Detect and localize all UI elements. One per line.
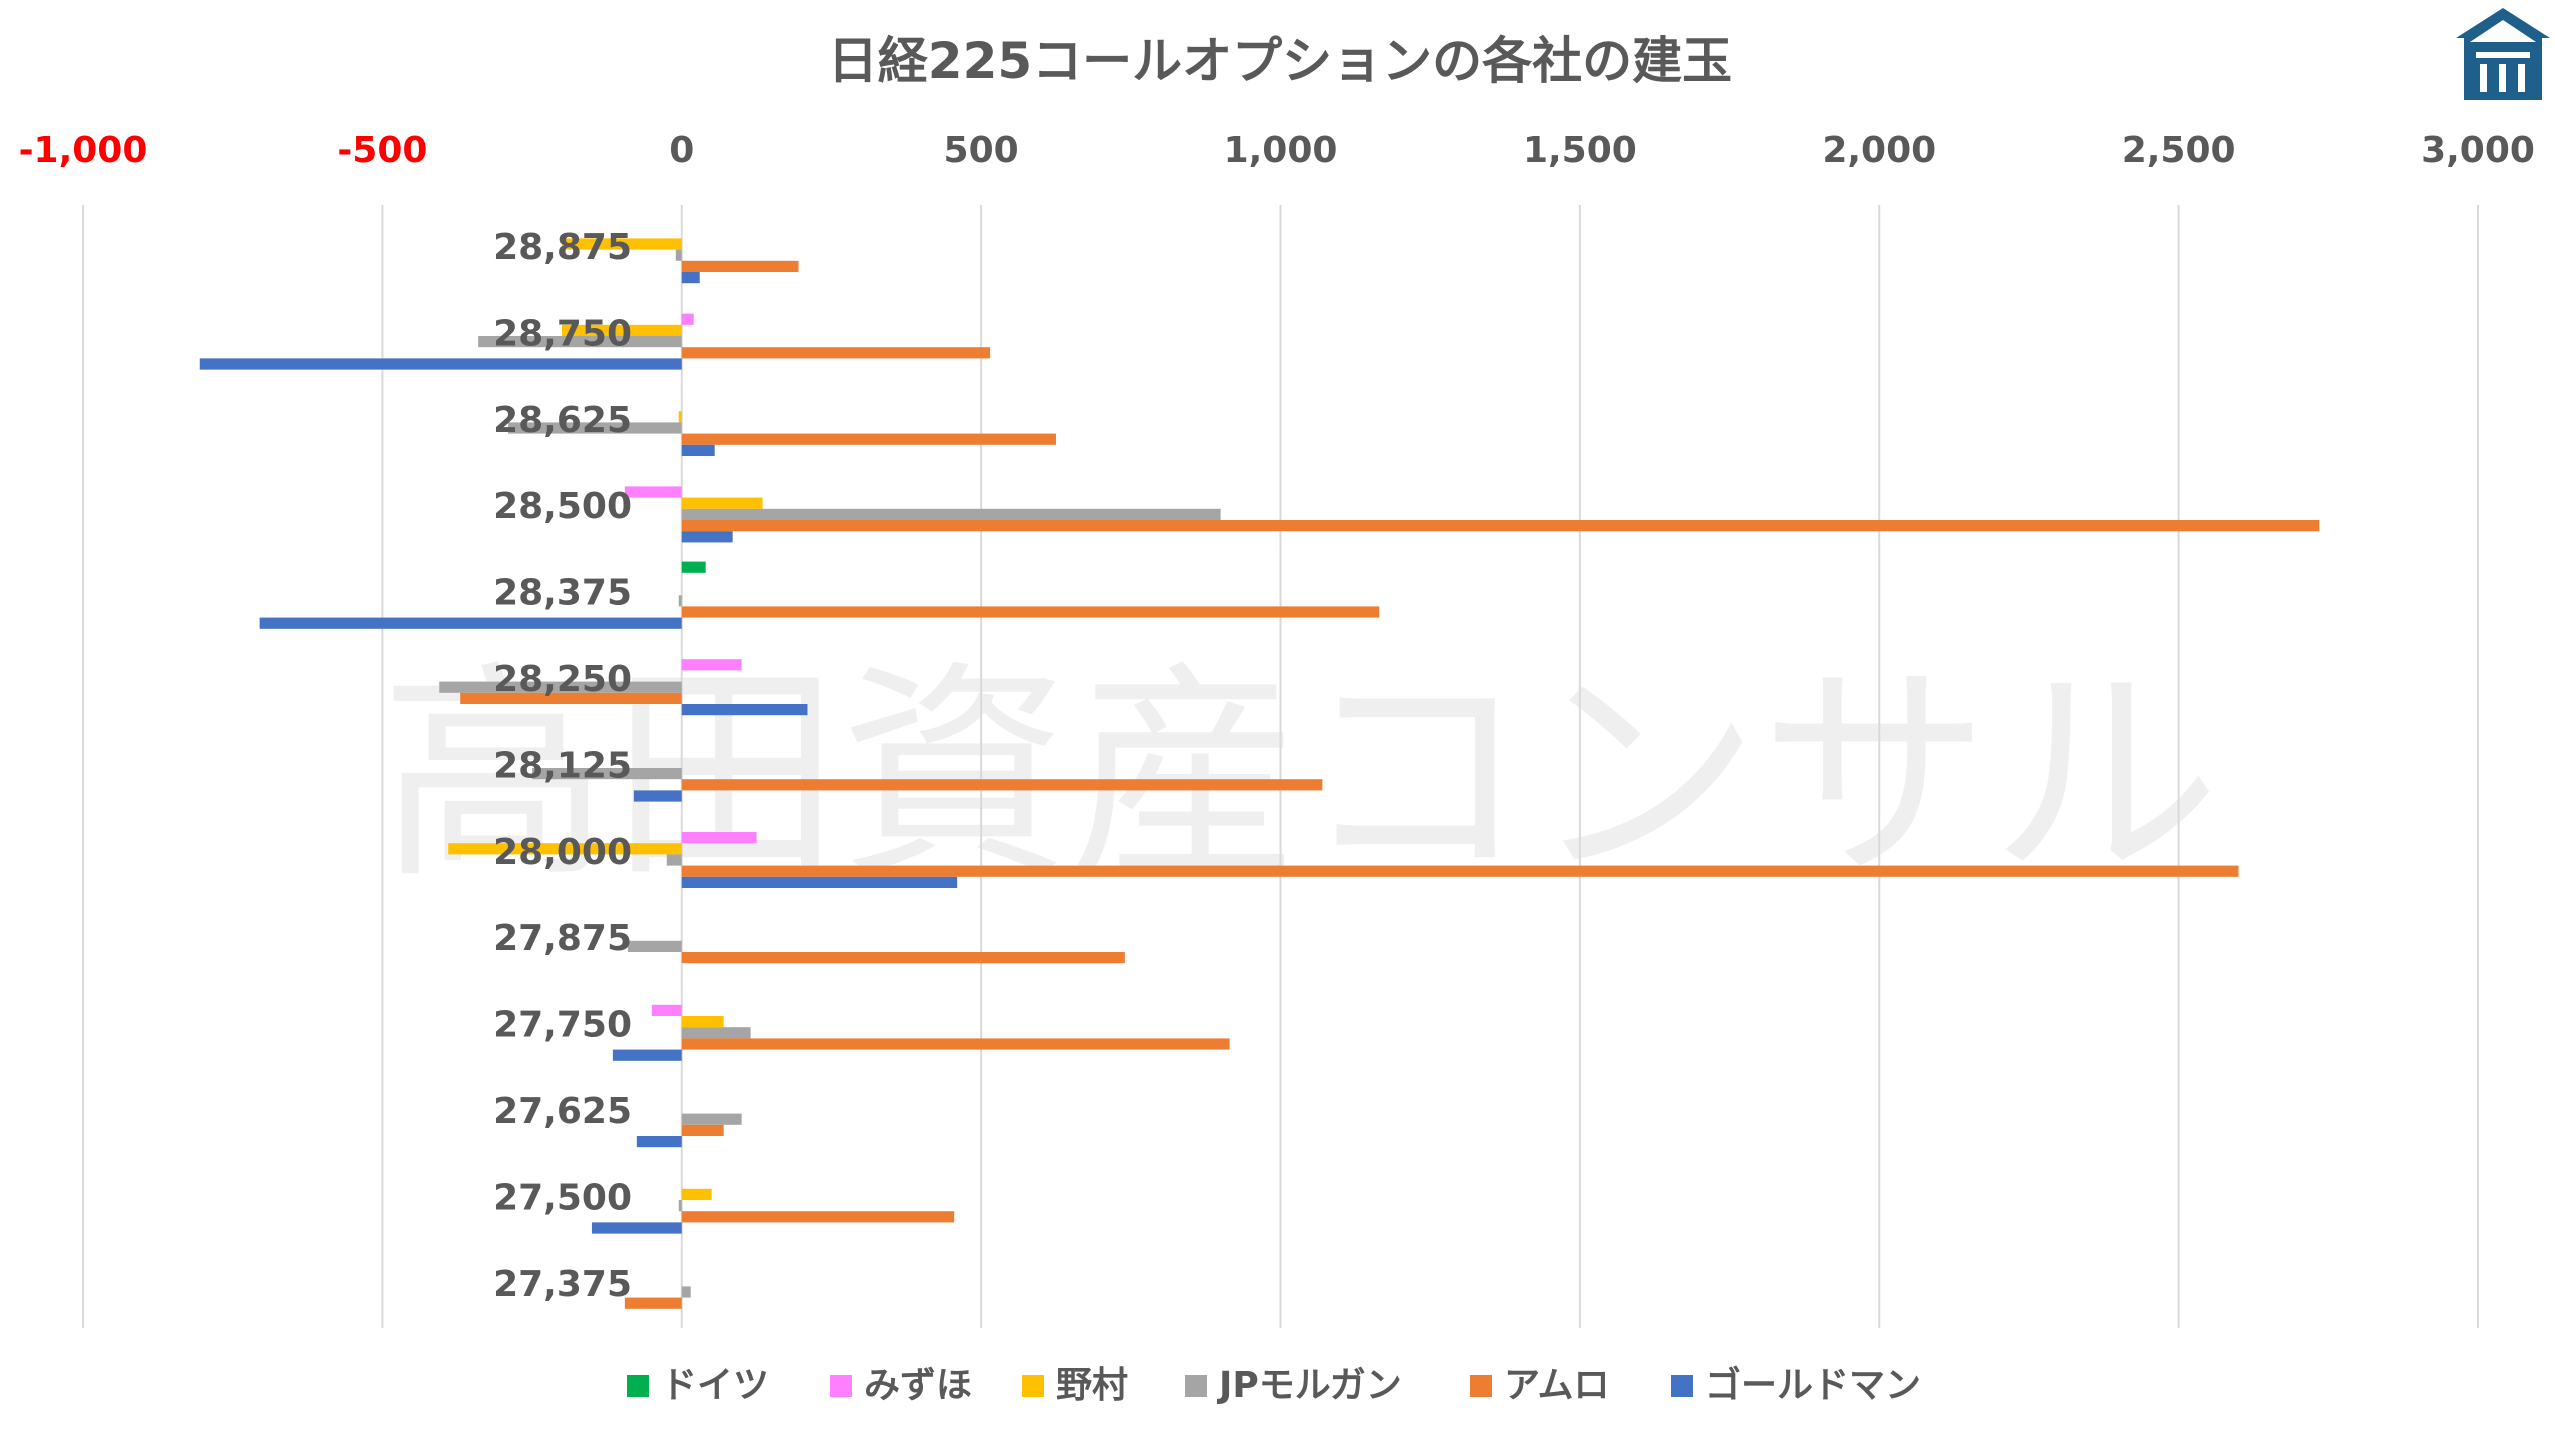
y-tick-label: 28,625 (493, 400, 632, 441)
bars (199, 238, 2320, 1309)
x-tick-label: 2,500 (2122, 130, 2236, 171)
bar (681, 347, 991, 359)
bar (636, 1136, 682, 1148)
legend-swatch (627, 1375, 649, 1397)
legend: ドイツ みずほ 野村 JPモルガン アムロ ゴールドマン (627, 1364, 1921, 1406)
bar (666, 854, 682, 866)
bar (678, 411, 682, 423)
bar (681, 531, 733, 543)
legend-swatch (1470, 1375, 1492, 1397)
y-tick-label: 28,375 (493, 573, 632, 614)
bar (681, 606, 1380, 618)
bar (651, 1004, 682, 1016)
bar (681, 876, 958, 888)
bar (675, 249, 682, 261)
y-tick-label: 28,250 (493, 659, 632, 700)
bar (624, 486, 682, 498)
bar (681, 272, 700, 284)
bar (678, 595, 682, 607)
bar (681, 520, 2320, 532)
bar (681, 1211, 955, 1223)
y-tick-label: 27,875 (493, 918, 632, 959)
legend-swatch (830, 1375, 852, 1397)
y-tick-label: 28,750 (493, 313, 632, 354)
bar (681, 497, 763, 509)
bar (624, 1297, 682, 1309)
legend-swatch (1671, 1375, 1693, 1397)
legend-label: JPモルガン (1216, 1365, 1402, 1406)
chart-title: 日経225コールオプションの各社の建玉 (828, 32, 1732, 90)
bar (199, 358, 682, 370)
bar (478, 336, 682, 348)
bar (681, 832, 757, 844)
bar (681, 1188, 712, 1200)
bar (460, 692, 682, 704)
bar (448, 843, 682, 855)
bar (681, 508, 1221, 520)
bar (439, 681, 682, 693)
x-tick-label: 1,000 (1224, 130, 1338, 171)
bar (681, 1027, 751, 1039)
bar (612, 1049, 682, 1061)
bar (591, 1222, 682, 1234)
x-tick-label: 500 (944, 130, 1019, 171)
y-tick-label: 27,500 (493, 1177, 632, 1218)
bar (681, 1038, 1230, 1050)
bar (681, 433, 1056, 445)
legend-label: 野村 (1056, 1365, 1128, 1406)
legend-swatch (1022, 1375, 1044, 1397)
legend-label: アムロ (1504, 1365, 1609, 1406)
y-tick-label: 28,875 (493, 227, 632, 268)
bar (508, 422, 682, 434)
x-tick-label: -500 (337, 130, 427, 171)
x-tick-label: 3,000 (2421, 130, 2535, 171)
bar (681, 1113, 742, 1125)
bar (681, 1016, 724, 1028)
bar (562, 238, 682, 250)
bar (681, 1124, 724, 1136)
legend-label: ゴールドマン (1705, 1364, 1921, 1406)
y-tick-label: 28,125 (493, 745, 632, 786)
legend-label: ドイツ (661, 1365, 769, 1406)
bar (681, 779, 1323, 791)
y-tick-label: 28,500 (493, 486, 632, 527)
bar (259, 617, 682, 629)
y-tick-label: 27,625 (493, 1091, 632, 1132)
x-axis-ticks: -1,000 -500 0 500 1,000 1,500 2,000 2,500 3,000 (19, 130, 2535, 171)
y-axis-ticks: 28,875 28,750 28,625 28,500 28,375 28,250 28,1… (493, 227, 632, 1305)
bar (681, 260, 799, 272)
bar (633, 790, 682, 802)
bar (681, 865, 2239, 877)
building-logo-icon (2456, 8, 2550, 100)
bar (681, 444, 715, 456)
bar (562, 324, 682, 336)
x-tick-label: -1,000 (19, 130, 148, 171)
bar (681, 313, 694, 325)
bar (678, 1200, 682, 1212)
bar (532, 768, 682, 780)
bar (681, 1286, 691, 1298)
legend-label: みずほ (864, 1365, 972, 1406)
bar (681, 561, 706, 573)
y-tick-label: 28,000 (493, 832, 632, 873)
bar (681, 952, 1125, 964)
bar (627, 940, 682, 952)
y-tick-label: 27,750 (493, 1005, 632, 1046)
legend-swatch (1185, 1375, 1207, 1397)
x-tick-label: 1,500 (1523, 130, 1637, 171)
x-tick-label: 2,000 (1822, 130, 1936, 171)
watermark-text: 高田資産コンサル (380, 643, 2220, 910)
bar (681, 704, 808, 716)
x-tick-label: 0 (669, 130, 694, 171)
y-tick-label: 27,375 (493, 1264, 632, 1305)
bar (681, 659, 742, 671)
